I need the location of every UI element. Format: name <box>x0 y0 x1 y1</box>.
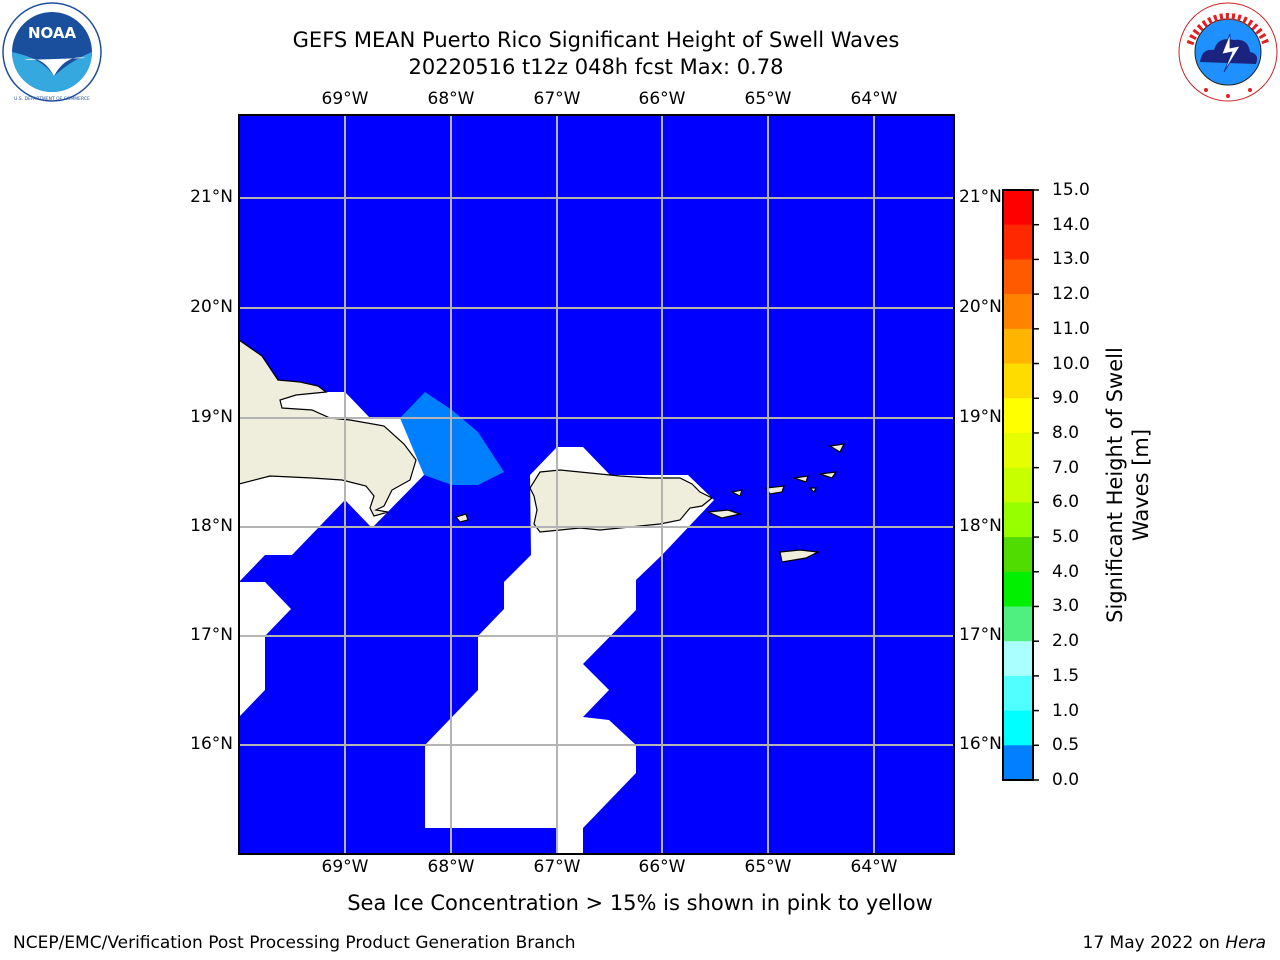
colorbar-tick-label: 9.0 <box>1052 388 1080 409</box>
footer-date-text: 17 May 2022 on <box>1082 933 1226 953</box>
footer-machine: Hera <box>1225 933 1266 953</box>
lon-label-bottom: 65°W <box>744 857 792 877</box>
lon-label-bottom: 68°W <box>427 857 475 877</box>
colorbar <box>1002 189 1039 781</box>
footer-date: 17 May 2022 on Hera <box>1083 933 1267 953</box>
colorbar-label-line2: Waves [m] <box>1129 428 1153 542</box>
lon-label-bottom: 67°W <box>533 857 581 877</box>
lat-label-right: 17°N <box>959 625 1002 645</box>
lon-label-top: 66°W <box>638 89 686 109</box>
colorbar-segment <box>1003 641 1033 677</box>
colorbar-label-line1: Significant Height of Swell <box>1103 347 1127 623</box>
colorbar-segment <box>1003 745 1033 781</box>
colorbar-segment <box>1003 328 1033 365</box>
colorbar-segment <box>1003 675 1033 712</box>
colorbar-segment <box>1003 502 1033 538</box>
virgin-islands-land <box>764 443 846 495</box>
colorbar-tick-label: 12.0 <box>1052 284 1090 305</box>
map-title: GEFS MEAN Puerto Rico Significant Height… <box>292 28 900 52</box>
colorbar-tick-label: 5.0 <box>1052 527 1080 548</box>
lat-label-right: 20°N <box>959 297 1002 317</box>
hispaniola-land <box>239 339 417 517</box>
lat-label-left: 16°N <box>190 734 233 754</box>
vieques-land <box>707 509 743 519</box>
svg-text:U.S. DEPARTMENT OF COMMERCE: U.S. DEPARTMENT OF COMMERCE <box>14 96 90 102</box>
map-subtitle: 20220516 t12z 048h fcst Max: 0.78 <box>408 55 784 79</box>
colorbar-segment <box>1003 571 1033 607</box>
colorbar-segment <box>1003 432 1033 469</box>
colorbar-segment <box>1003 294 1033 330</box>
colorbar-segment <box>1003 259 1033 295</box>
lat-label-right: 18°N <box>959 516 1002 536</box>
lat-label-right: 19°N <box>959 407 1002 427</box>
lon-label-top: 69°W <box>321 89 369 109</box>
colorbar-segment <box>1003 606 1033 642</box>
colorbar-segment <box>1003 363 1033 399</box>
lat-label-right: 16°N <box>959 734 1002 754</box>
colorbar-segment <box>1003 190 1033 226</box>
graticule <box>239 115 954 854</box>
lon-label-bottom: 64°W <box>850 857 898 877</box>
colorbar-tick-label: 7.0 <box>1052 457 1080 478</box>
colorbar-segment <box>1003 710 1033 746</box>
nws-logo <box>1178 2 1278 102</box>
colorbar-tick-label: 14.0 <box>1052 214 1090 235</box>
masked-region-puerto-rico-south <box>239 447 714 854</box>
colorbar-tick-label: 13.0 <box>1052 249 1090 270</box>
footer-branch: NCEP/EMC/Verification Post Processing Pr… <box>13 933 576 953</box>
lon-label-top: 65°W <box>744 89 792 109</box>
lat-label-left: 21°N <box>190 187 233 207</box>
colorbar-tick-label: 0.0 <box>1052 770 1080 790</box>
colorbar-tick-label: 15.0 <box>1052 180 1090 200</box>
colorbar-tick-label: 10.0 <box>1052 353 1090 374</box>
colorbar-tick-label: 4.0 <box>1052 561 1080 582</box>
puerto-rico-land <box>529 469 714 533</box>
colorbar-tick-label: 1.0 <box>1052 700 1080 721</box>
colorbar-segment <box>1003 467 1033 503</box>
colorbar-segment <box>1003 537 1033 573</box>
lat-label-left: 17°N <box>190 625 233 645</box>
lon-label-top: 64°W <box>850 89 898 109</box>
sea-ice-note: Sea Ice Concentration > 15% is shown in … <box>347 891 933 915</box>
colorbar-tick-label: 8.0 <box>1052 422 1080 443</box>
svg-text:NOAA: NOAA <box>28 24 77 42</box>
lon-label-top: 67°W <box>533 89 581 109</box>
colorbar-tick-label: 6.0 <box>1052 492 1080 513</box>
colorbar-tick-label: 0.5 <box>1052 735 1080 756</box>
noaa-logo: NOAA U.S. DEPARTMENT OF COMMERCE <box>2 2 102 102</box>
colorbar-tick-label: 11.0 <box>1052 318 1090 339</box>
colorbar-tick-label: 2.0 <box>1052 631 1080 652</box>
masked-region-west-island <box>239 582 291 717</box>
colorbar-tick-label: 3.0 <box>1052 596 1080 617</box>
colorbar-segment <box>1003 224 1033 260</box>
lat-label-left: 20°N <box>190 297 233 317</box>
map-frame <box>238 114 955 855</box>
lat-label-left: 18°N <box>190 516 233 536</box>
colorbar-tick-label: 1.5 <box>1052 665 1080 686</box>
lon-label-top: 68°W <box>427 89 475 109</box>
st-croix-land <box>779 549 821 563</box>
mona-island-land <box>454 513 469 523</box>
lat-label-left: 19°N <box>190 407 233 427</box>
lat-label-right: 21°N <box>959 187 1002 207</box>
colorbar-segment <box>1003 398 1033 434</box>
culebra-land <box>730 489 743 497</box>
colorbar-frame <box>1002 189 1034 781</box>
lon-label-bottom: 69°W <box>321 857 369 877</box>
lon-label-bottom: 66°W <box>638 857 686 877</box>
